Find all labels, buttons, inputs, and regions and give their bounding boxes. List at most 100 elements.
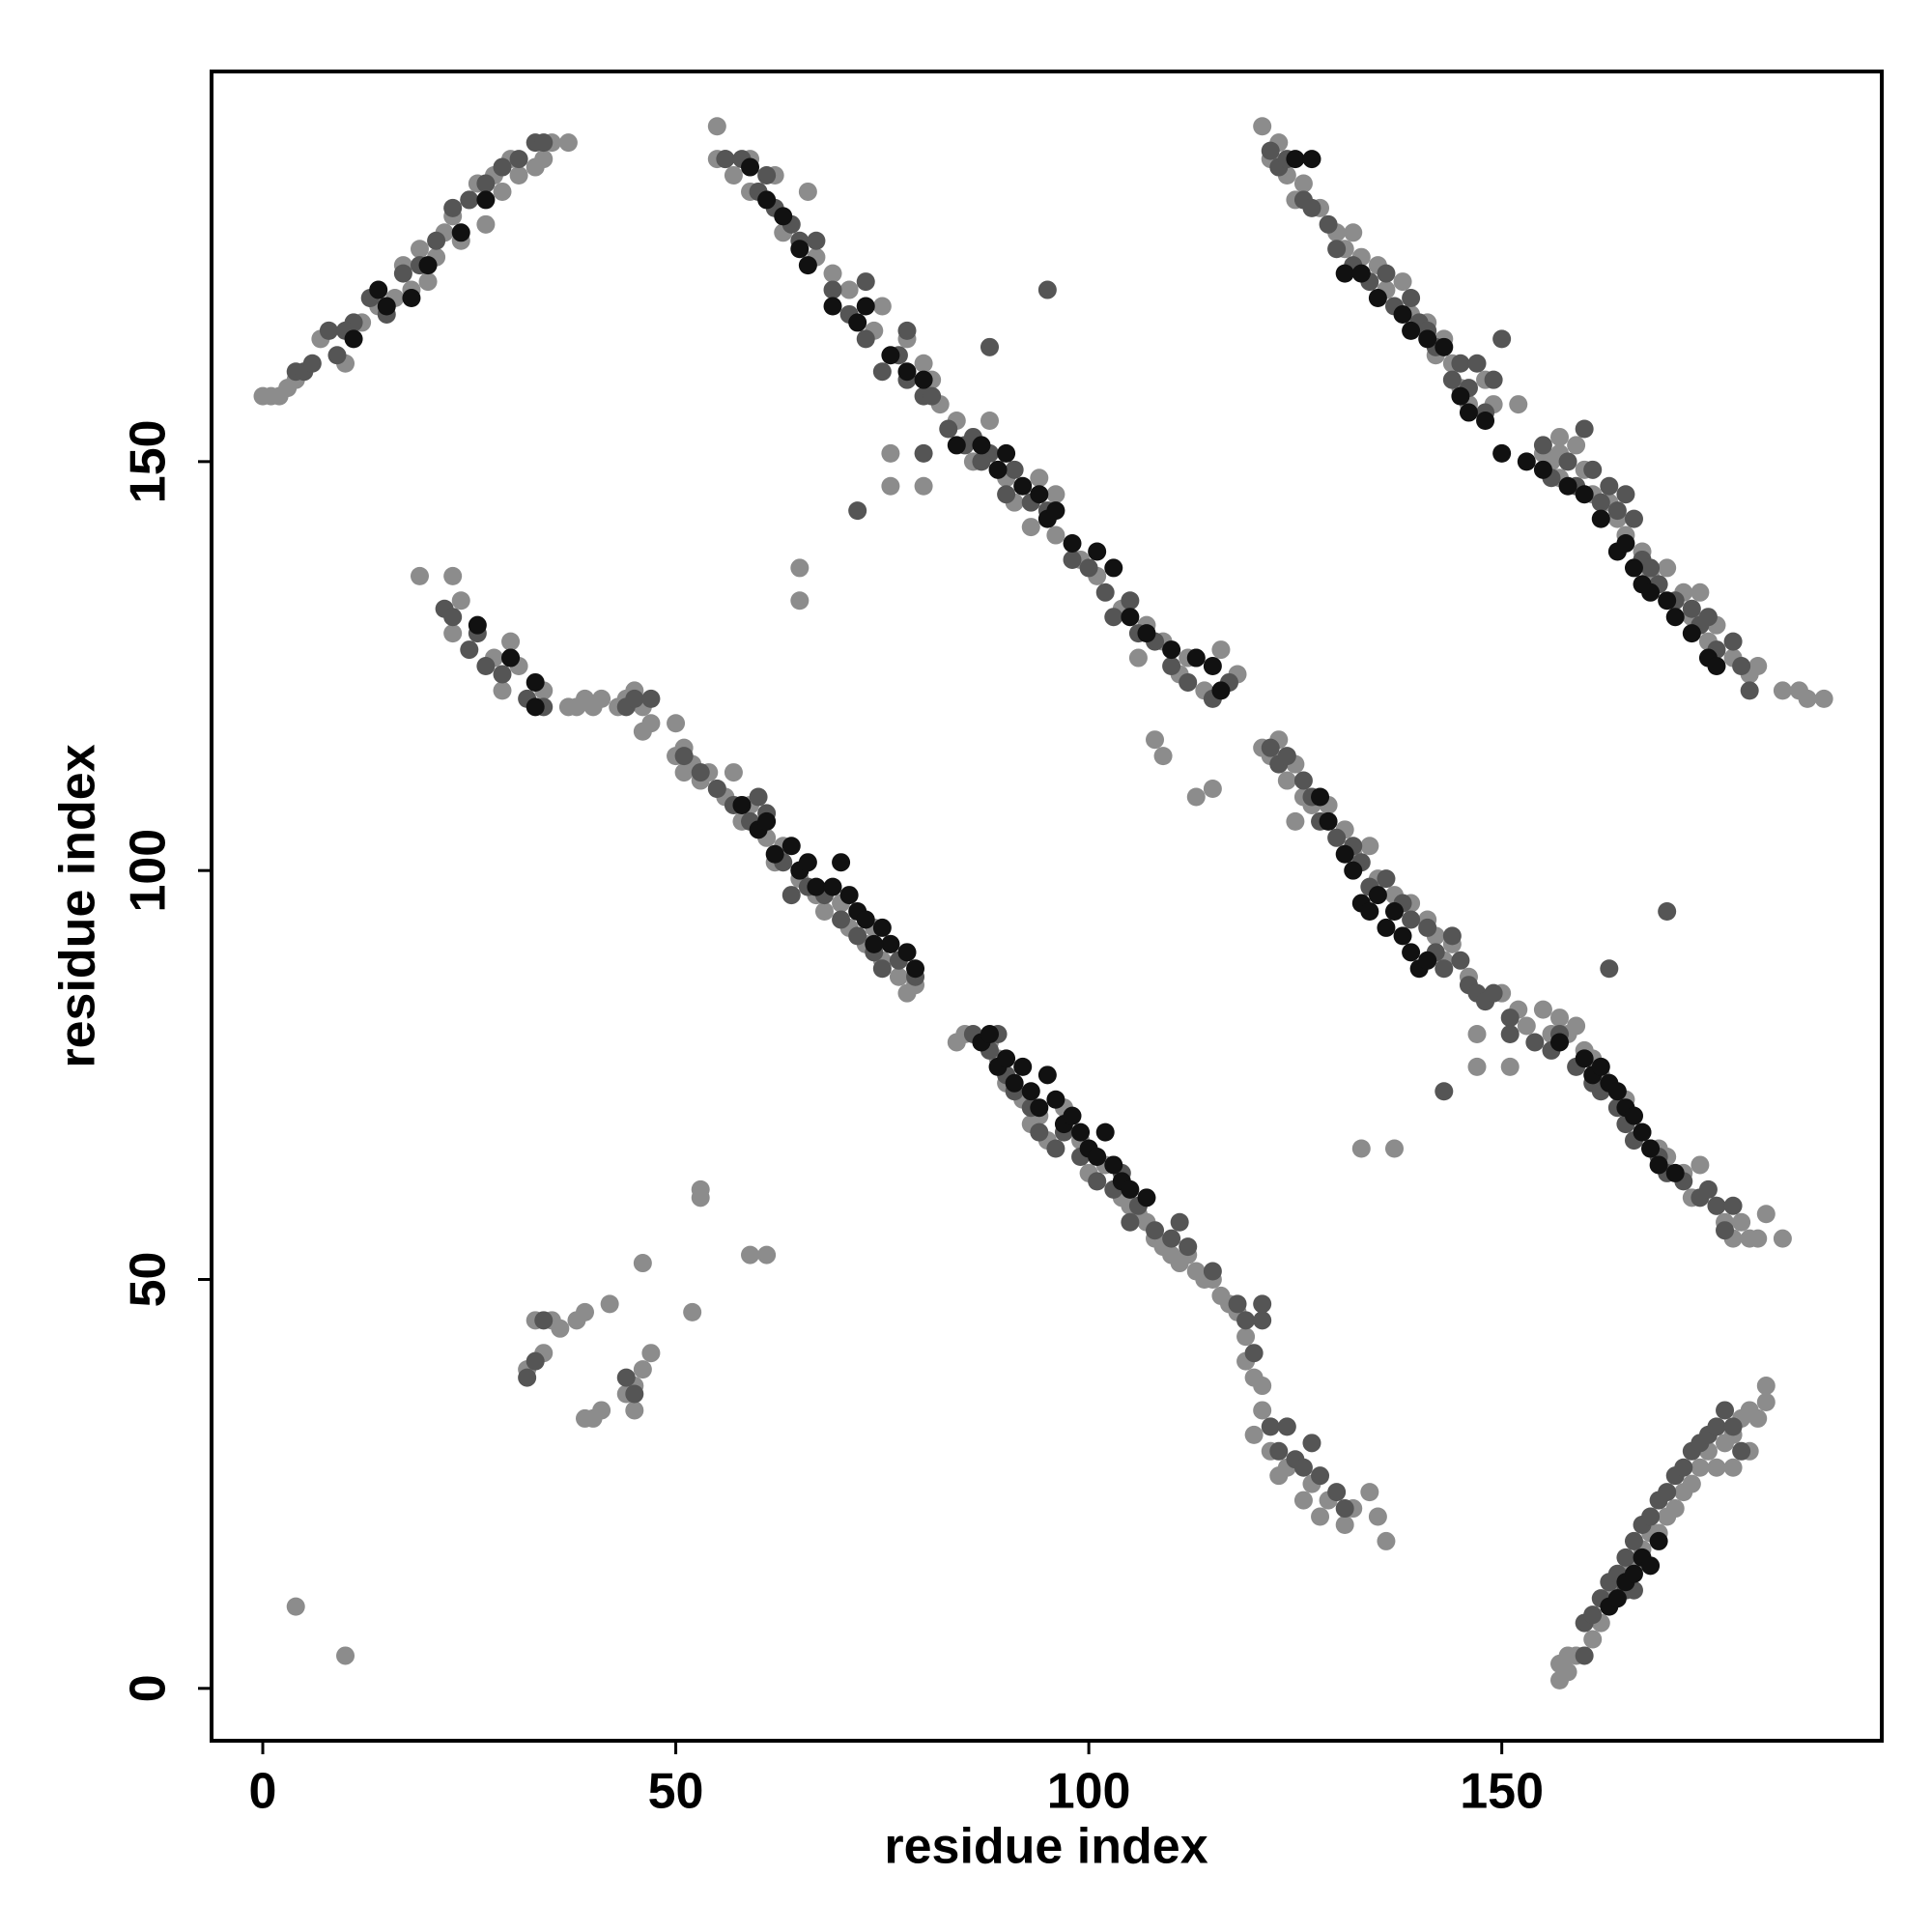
point — [1665, 608, 1685, 627]
point — [443, 624, 463, 643]
point — [1517, 452, 1536, 471]
point — [410, 240, 429, 259]
point — [1600, 476, 1619, 496]
point — [1525, 1033, 1545, 1052]
point — [1327, 240, 1347, 259]
point — [1748, 1408, 1768, 1428]
point — [757, 1245, 777, 1264]
point — [1311, 1507, 1330, 1526]
point — [1716, 1401, 1735, 1420]
point — [1344, 223, 1363, 242]
point — [1137, 1188, 1156, 1208]
point — [1236, 1327, 1256, 1347]
point — [1723, 1458, 1743, 1477]
point — [798, 853, 817, 872]
point — [823, 297, 842, 316]
point — [1707, 1417, 1726, 1436]
point — [1500, 1009, 1520, 1028]
point — [1459, 403, 1478, 422]
point — [1046, 1139, 1065, 1158]
point — [1773, 1229, 1792, 1248]
point — [1723, 1417, 1743, 1436]
point — [1641, 1139, 1661, 1158]
point — [1707, 657, 1726, 676]
point — [1228, 1294, 1247, 1314]
point — [1509, 395, 1528, 414]
point — [1624, 509, 1643, 528]
point — [1658, 1483, 1677, 1502]
point — [1624, 558, 1643, 578]
point — [1740, 681, 1759, 700]
point — [881, 476, 900, 496]
point — [1533, 460, 1552, 479]
point — [526, 697, 545, 717]
point — [1384, 902, 1404, 922]
point — [1435, 959, 1454, 979]
point — [1402, 289, 1421, 308]
point — [1121, 1179, 1140, 1199]
point — [576, 1408, 595, 1428]
point — [534, 150, 554, 169]
point — [1624, 1106, 1643, 1125]
point — [914, 370, 933, 389]
point — [848, 926, 867, 946]
point — [1690, 582, 1710, 602]
point — [790, 558, 810, 578]
point — [418, 272, 438, 292]
point — [1253, 1294, 1272, 1314]
y-tick-label: 50 — [121, 1252, 177, 1308]
point — [1261, 738, 1280, 757]
point — [980, 1024, 999, 1043]
point — [1533, 1000, 1552, 1019]
point — [1095, 1122, 1115, 1142]
point — [1088, 1147, 1107, 1166]
point — [1467, 354, 1487, 373]
point — [947, 436, 966, 455]
point — [625, 1384, 644, 1404]
point — [476, 190, 496, 210]
point — [856, 329, 875, 349]
point — [534, 1311, 554, 1330]
point — [1451, 386, 1470, 406]
point — [798, 182, 817, 201]
point — [1384, 1139, 1404, 1158]
point — [1500, 1057, 1520, 1076]
point — [443, 566, 463, 585]
point — [1649, 1531, 1668, 1550]
point — [1517, 1016, 1536, 1036]
point — [1756, 1205, 1776, 1224]
point — [633, 722, 652, 741]
point — [889, 967, 908, 986]
point — [1088, 1172, 1107, 1191]
point — [1335, 264, 1354, 283]
point — [1037, 1065, 1057, 1085]
point — [1607, 1589, 1627, 1608]
point — [1492, 329, 1512, 349]
point — [402, 289, 421, 308]
point — [1558, 1662, 1577, 1682]
point — [691, 763, 710, 782]
point — [897, 943, 917, 962]
point — [1037, 280, 1057, 299]
point — [1393, 304, 1412, 324]
point — [1575, 1049, 1594, 1068]
point — [1121, 591, 1140, 611]
point — [418, 256, 438, 275]
point — [1046, 1090, 1065, 1109]
point — [1377, 918, 1396, 937]
point — [1418, 918, 1437, 937]
point — [1575, 1646, 1594, 1665]
point — [1435, 337, 1454, 356]
point — [1253, 117, 1272, 136]
point — [1128, 648, 1148, 668]
point — [823, 877, 842, 896]
point — [1319, 811, 1338, 831]
point — [1344, 861, 1363, 880]
point — [319, 321, 338, 340]
point — [592, 1401, 611, 1420]
point — [1658, 591, 1677, 611]
point — [724, 763, 743, 782]
point — [1153, 747, 1173, 766]
point — [897, 362, 917, 382]
